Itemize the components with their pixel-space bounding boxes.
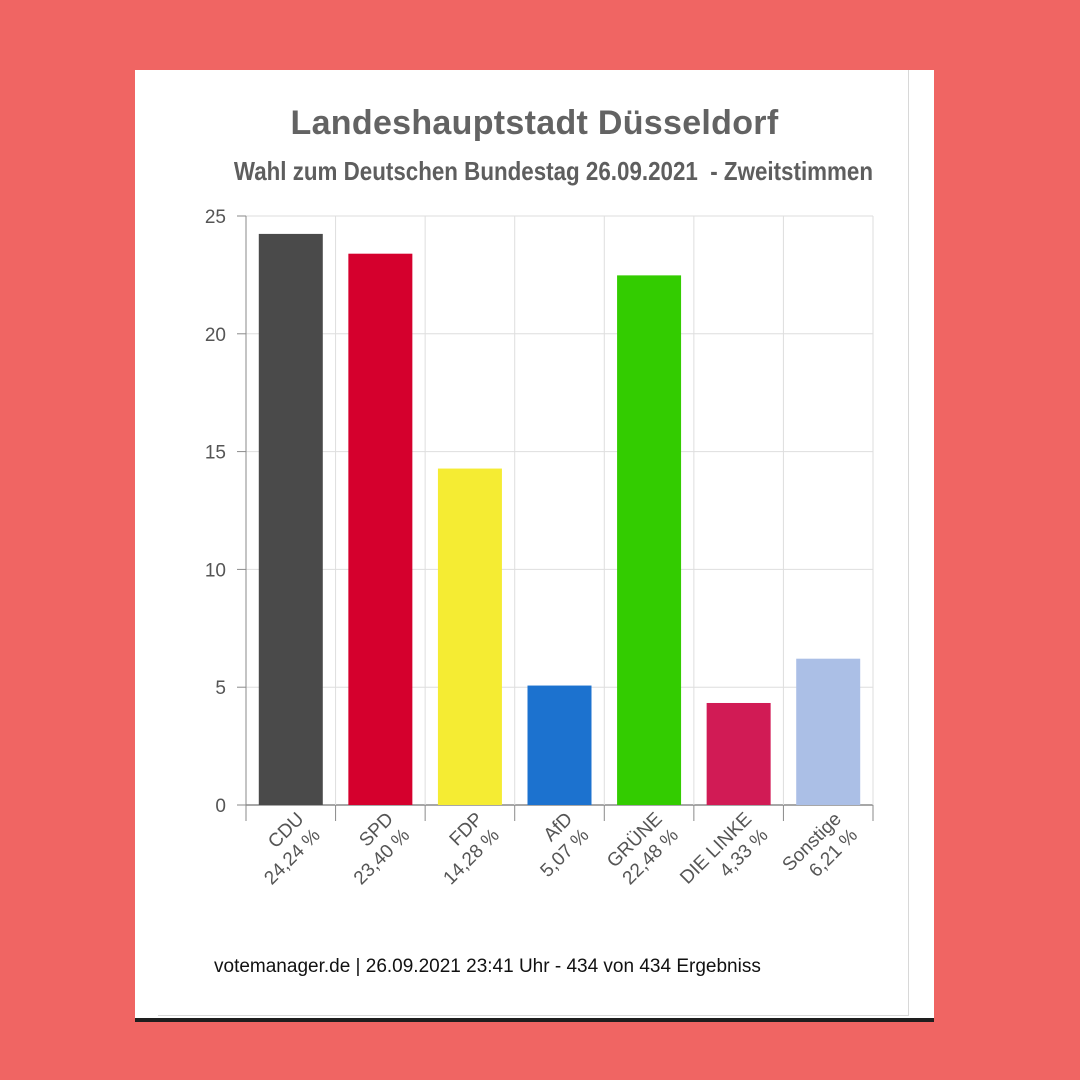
x-tick-label: SPD23,40 %	[334, 809, 414, 889]
y-tick-label: 0	[215, 796, 226, 817]
x-tick-label: CDU24,24 %	[244, 809, 324, 889]
x-tick-label: AfD5,07 %	[520, 809, 593, 882]
bar-gr-ne	[617, 275, 682, 805]
chart-subtitle: Wahl zum Deutschen Bundestag 26.09.2021 …	[233, 156, 874, 186]
y-tick-label: 5	[215, 678, 226, 699]
x-tick-label: Sonstige6,21 %	[779, 809, 862, 892]
bar-sonstige	[796, 658, 861, 805]
bar-afd	[527, 685, 592, 805]
x-tick-label: GRÜNE22,48 %	[602, 809, 682, 889]
card-edge-bottom	[158, 1015, 909, 1016]
bar-spd	[348, 253, 413, 806]
bar-fdp	[437, 468, 502, 805]
card-edge-right	[908, 70, 909, 1015]
bar-die-linke	[706, 702, 771, 805]
x-tick-label: FDP14,28 %	[423, 809, 503, 889]
y-tick-label: 10	[205, 560, 226, 581]
x-tick-label: DIE LINKE4,33 %	[676, 809, 772, 905]
footer-source: votemanager.de | 26.09.2021 23:41 Uhr - …	[214, 956, 761, 977]
y-tick-label: 15	[205, 443, 226, 464]
y-tick-label: 20	[205, 325, 226, 346]
y-tick-label: 25	[205, 207, 226, 228]
chart-title: Landeshauptstadt Düsseldorf	[290, 104, 779, 142]
bar-cdu	[258, 233, 323, 806]
